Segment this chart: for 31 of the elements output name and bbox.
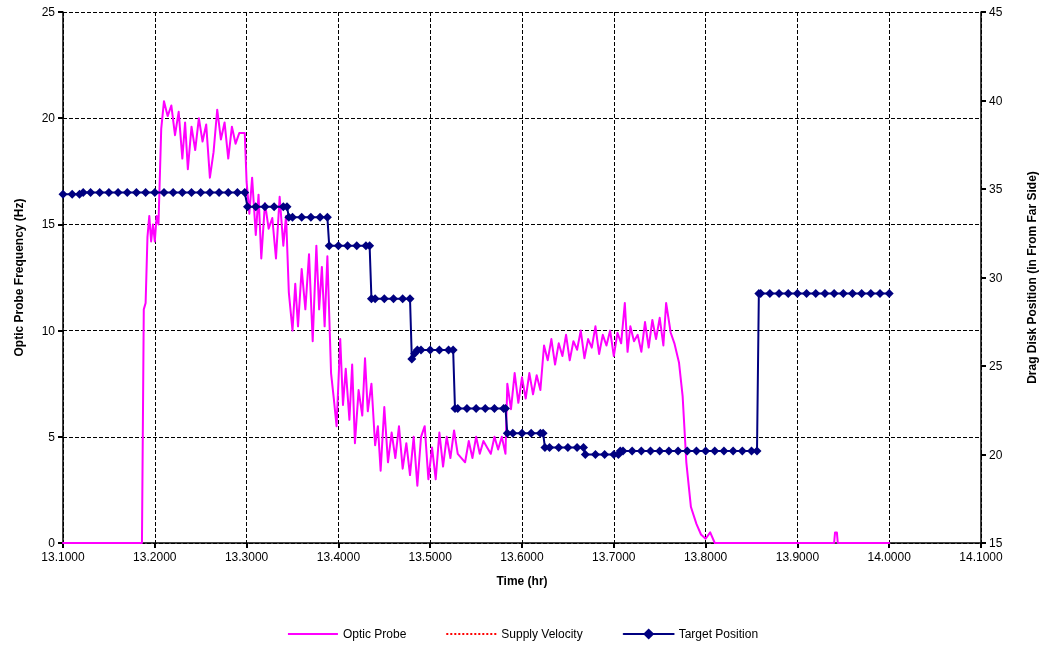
x-tick-label: 14.1000 (959, 550, 1004, 564)
legend-label: Supply Velocity (501, 627, 583, 641)
y2-tick-label: 25 (989, 359, 1003, 373)
y-tick-label: 5 (48, 429, 56, 444)
x-axis-title: Time (hr) (496, 574, 548, 588)
y2-tick-label: 35 (989, 182, 1003, 196)
y2-tick-label: 40 (989, 93, 1003, 108)
x-tick-label: 13.2000 (133, 550, 177, 564)
x-tick-label: 13.6000 (500, 550, 545, 564)
x-tick-label: 13.1000 (41, 550, 86, 564)
y2-tick-label: 45 (989, 5, 1003, 19)
legend-label: Target Position (678, 627, 759, 641)
y2-axis-title: Drag Disk Position (in From Far Side) (1025, 171, 1039, 384)
y2-tick-label: 30 (989, 270, 1003, 285)
x-tick-label: 14.0000 (867, 550, 912, 564)
y-tick-label: 0 (48, 536, 56, 550)
line-series (62, 100, 891, 544)
x-tick-label: 13.5000 (408, 550, 453, 564)
y-tick-label: 15 (41, 217, 56, 232)
legend-label: Optic Probe (342, 627, 407, 641)
x-tick-label: 13.8000 (683, 550, 728, 564)
y-tick-label: 25 (41, 5, 56, 19)
x-tick-label: 13.3000 (224, 550, 269, 564)
y2-tick-label: 20 (989, 447, 1003, 462)
x-tick-label: 13.7000 (592, 550, 636, 564)
x-tick-label: 13.4000 (316, 550, 361, 564)
y-axis-title: Optic Probe Frequency (Hz) (12, 198, 26, 357)
y2-tick-label: 15 (989, 536, 1003, 550)
y-tick-label: 20 (41, 111, 56, 126)
y-tick-label: 10 (41, 323, 56, 338)
x-tick-label: 13.9000 (775, 550, 820, 564)
